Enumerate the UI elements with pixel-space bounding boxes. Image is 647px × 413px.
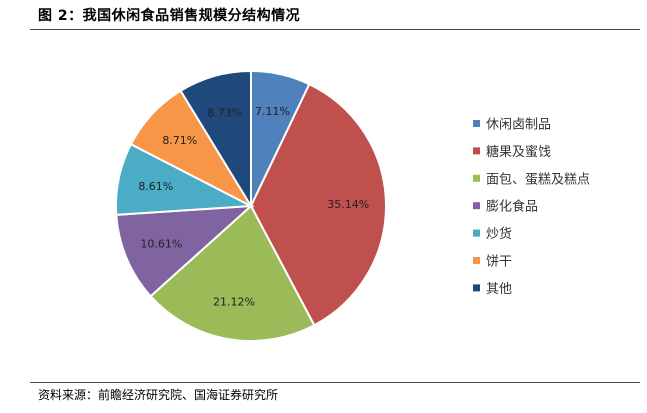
legend-label-0: 休闲卤制品 — [486, 117, 551, 133]
legend-swatch-6 — [473, 284, 480, 292]
data-label-1: 35.14% — [327, 198, 369, 211]
legend-swatch-5 — [473, 257, 480, 264]
legend-swatch-2 — [473, 174, 480, 182]
data-label-3: 10.61% — [140, 238, 182, 251]
source-note: 资料来源：前瞻经济研究院、国海证券研究所 — [38, 388, 279, 402]
legend-swatch-1 — [473, 147, 480, 155]
legend-label-5: 饼干 — [486, 255, 512, 270]
data-label-2: 21.12% — [213, 296, 255, 309]
pie-slices — [115, 69, 387, 343]
pie-slice-6 — [179, 69, 252, 210]
legend-label-3: 膨化食品 — [486, 199, 538, 215]
legend-label-4: 炒货 — [486, 226, 512, 242]
pie-slice-1 — [249, 82, 387, 327]
legend-swatch-4 — [473, 229, 480, 237]
pie-data-labels: 7.11% 35.14% 21.12% 10.61% 8.61% 8.71% 8.73% — [138, 105, 369, 309]
legend-label-6: 其他 — [486, 282, 512, 297]
legend-swatch-0 — [473, 120, 480, 127]
data-label-5: 8.71% — [162, 134, 197, 147]
top-rule — [30, 29, 640, 30]
figure-title: 图 2：我国休闲食品销售规模分结构情况 — [38, 8, 301, 24]
data-label-6: 8.73% — [207, 106, 242, 119]
data-label-4: 8.61% — [138, 180, 173, 193]
pie-slice-3 — [115, 204, 254, 298]
bottom-rule — [30, 382, 640, 383]
legend-label-1: 糖果及蜜饯 — [486, 144, 551, 160]
legend-label-2: 面包、蛋糕及糕点 — [486, 172, 590, 187]
legend-swatch-3 — [473, 202, 480, 210]
pie-slice-2 — [149, 204, 316, 343]
pie-chart: 7.11% 35.14% 21.12% 10.61% 8.61% 8.71% 8.73% 休… — [115, 69, 590, 343]
data-label-0: 7.11% — [255, 105, 290, 118]
